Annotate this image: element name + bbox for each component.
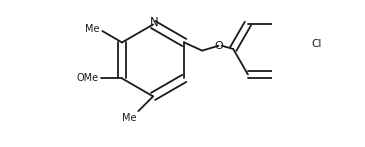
Text: N: N	[150, 16, 159, 29]
Text: O: O	[214, 41, 223, 51]
Text: OMe: OMe	[77, 73, 99, 83]
Text: Me: Me	[122, 113, 137, 123]
Text: Cl: Cl	[312, 39, 322, 49]
Text: Me: Me	[85, 24, 99, 34]
